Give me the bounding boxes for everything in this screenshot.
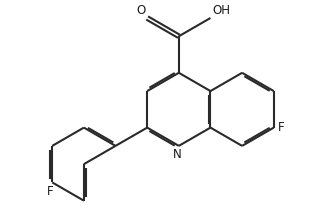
- Text: O: O: [136, 3, 145, 17]
- Text: N: N: [173, 148, 181, 161]
- Text: F: F: [47, 185, 54, 198]
- Text: F: F: [277, 121, 284, 134]
- Text: OH: OH: [212, 3, 230, 17]
